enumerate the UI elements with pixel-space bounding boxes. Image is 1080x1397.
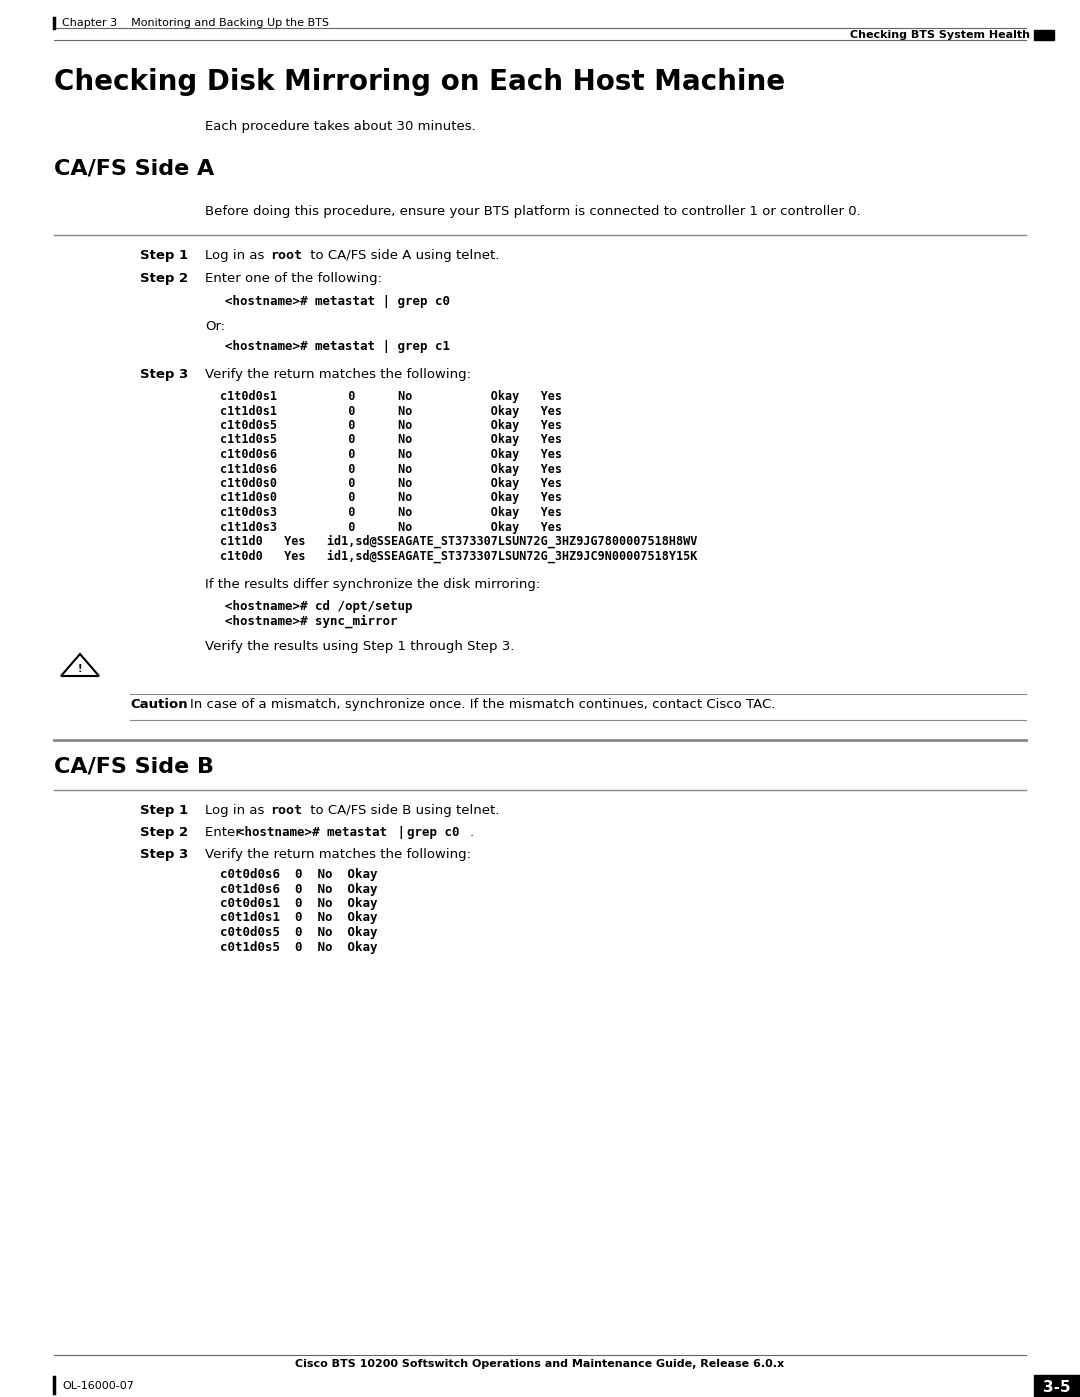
Text: OL-16000-07: OL-16000-07 <box>62 1382 134 1391</box>
Text: Step 1: Step 1 <box>140 805 188 817</box>
Text: Step 2: Step 2 <box>140 272 188 285</box>
Bar <box>1034 1375 1080 1397</box>
Text: <hostname># metastat: <hostname># metastat <box>237 826 387 840</box>
Text: !: ! <box>78 664 82 673</box>
Text: Verify the results using Step 1 through Step 3.: Verify the results using Step 1 through … <box>205 640 514 652</box>
Text: Before doing this procedure, ensure your BTS platform is connected to controller: Before doing this procedure, ensure your… <box>205 205 861 218</box>
Text: c1t0d0s3          0      No           Okay   Yes: c1t0d0s3 0 No Okay Yes <box>220 506 562 520</box>
Text: c1t1d0s5          0      No           Okay   Yes: c1t1d0s5 0 No Okay Yes <box>220 433 562 447</box>
Text: c0t0d0s5  0  No  Okay: c0t0d0s5 0 No Okay <box>220 926 378 939</box>
Text: <hostname># metastat | grep c0: <hostname># metastat | grep c0 <box>225 295 450 307</box>
Text: Or:: Or: <box>205 320 225 332</box>
Text: <hostname># metastat | grep c1: <hostname># metastat | grep c1 <box>225 339 450 353</box>
Text: Step 3: Step 3 <box>140 848 188 861</box>
Text: c1t0d0s6          0      No           Okay   Yes: c1t0d0s6 0 No Okay Yes <box>220 448 562 461</box>
Text: root: root <box>270 805 302 817</box>
Text: grep c0: grep c0 <box>407 826 459 840</box>
Text: Checking BTS System Health: Checking BTS System Health <box>850 29 1030 41</box>
Text: c1t0d0s5          0      No           Okay   Yes: c1t0d0s5 0 No Okay Yes <box>220 419 562 432</box>
Text: to CA/FS side A using telnet.: to CA/FS side A using telnet. <box>306 249 499 263</box>
Text: Log in as: Log in as <box>205 805 269 817</box>
Text: Enter one of the following:: Enter one of the following: <box>205 272 382 285</box>
Text: c1t1d0s1          0      No           Okay   Yes: c1t1d0s1 0 No Okay Yes <box>220 405 562 418</box>
Text: Cisco BTS 10200 Softswitch Operations and Maintenance Guide, Release 6.0.x: Cisco BTS 10200 Softswitch Operations an… <box>296 1359 784 1369</box>
Text: Chapter 3    Monitoring and Backing Up the BTS: Chapter 3 Monitoring and Backing Up the … <box>62 18 329 28</box>
Text: c0t1d0s6  0  No  Okay: c0t1d0s6 0 No Okay <box>220 883 378 895</box>
Text: Verify the return matches the following:: Verify the return matches the following: <box>205 367 471 381</box>
Text: Step 2: Step 2 <box>140 826 188 840</box>
Text: In case of a mismatch, synchronize once. If the mismatch continues, contact Cisc: In case of a mismatch, synchronize once.… <box>190 698 775 711</box>
Text: c0t0d0s6  0  No  Okay: c0t0d0s6 0 No Okay <box>220 868 378 882</box>
Text: Verify the return matches the following:: Verify the return matches the following: <box>205 848 471 861</box>
Bar <box>1034 29 1054 41</box>
Text: Enter: Enter <box>205 826 245 840</box>
Text: c1t1d0s6          0      No           Okay   Yes: c1t1d0s6 0 No Okay Yes <box>220 462 562 475</box>
Text: Log in as: Log in as <box>205 249 269 263</box>
Text: If the results differ synchronize the disk mirroring:: If the results differ synchronize the di… <box>205 578 540 591</box>
Text: c1t1d0s0          0      No           Okay   Yes: c1t1d0s0 0 No Okay Yes <box>220 492 562 504</box>
Text: Step 1: Step 1 <box>140 249 188 263</box>
Text: Checking Disk Mirroring on Each Host Machine: Checking Disk Mirroring on Each Host Mac… <box>54 68 785 96</box>
Text: Caution: Caution <box>130 698 188 711</box>
Text: Each procedure takes about 30 minutes.: Each procedure takes about 30 minutes. <box>205 120 476 133</box>
Text: c0t1d0s5  0  No  Okay: c0t1d0s5 0 No Okay <box>220 940 378 954</box>
Text: 3-5: 3-5 <box>1043 1379 1070 1394</box>
Text: c1t0d0s1          0      No           Okay   Yes: c1t0d0s1 0 No Okay Yes <box>220 390 562 402</box>
Text: c1t1d0   Yes   id1,sd@SSEAGATE_ST373307LSUN72G_3HZ9JG7800007518H8WV: c1t1d0 Yes id1,sd@SSEAGATE_ST373307LSUN7… <box>220 535 698 549</box>
Text: c0t0d0s1  0  No  Okay: c0t0d0s1 0 No Okay <box>220 897 378 909</box>
Text: CA/FS Side A: CA/FS Side A <box>54 158 214 177</box>
Text: |: | <box>390 826 413 840</box>
Text: c1t0d0   Yes   id1,sd@SSEAGATE_ST373307LSUN72G_3HZ9JC9N00007518Y15K: c1t0d0 Yes id1,sd@SSEAGATE_ST373307LSUN7… <box>220 549 698 563</box>
Text: root: root <box>270 249 302 263</box>
Text: .: . <box>470 826 474 840</box>
Text: c1t0d0s0          0      No           Okay   Yes: c1t0d0s0 0 No Okay Yes <box>220 476 562 490</box>
Text: <hostname># sync_mirror: <hostname># sync_mirror <box>225 615 397 629</box>
Text: c0t1d0s1  0  No  Okay: c0t1d0s1 0 No Okay <box>220 911 378 925</box>
Text: to CA/FS side B using telnet.: to CA/FS side B using telnet. <box>306 805 499 817</box>
Text: Step 3: Step 3 <box>140 367 188 381</box>
Text: c1t1d0s3          0      No           Okay   Yes: c1t1d0s3 0 No Okay Yes <box>220 521 562 534</box>
Text: <hostname># cd /opt/setup: <hostname># cd /opt/setup <box>225 599 413 613</box>
Text: CA/FS Side B: CA/FS Side B <box>54 756 214 775</box>
